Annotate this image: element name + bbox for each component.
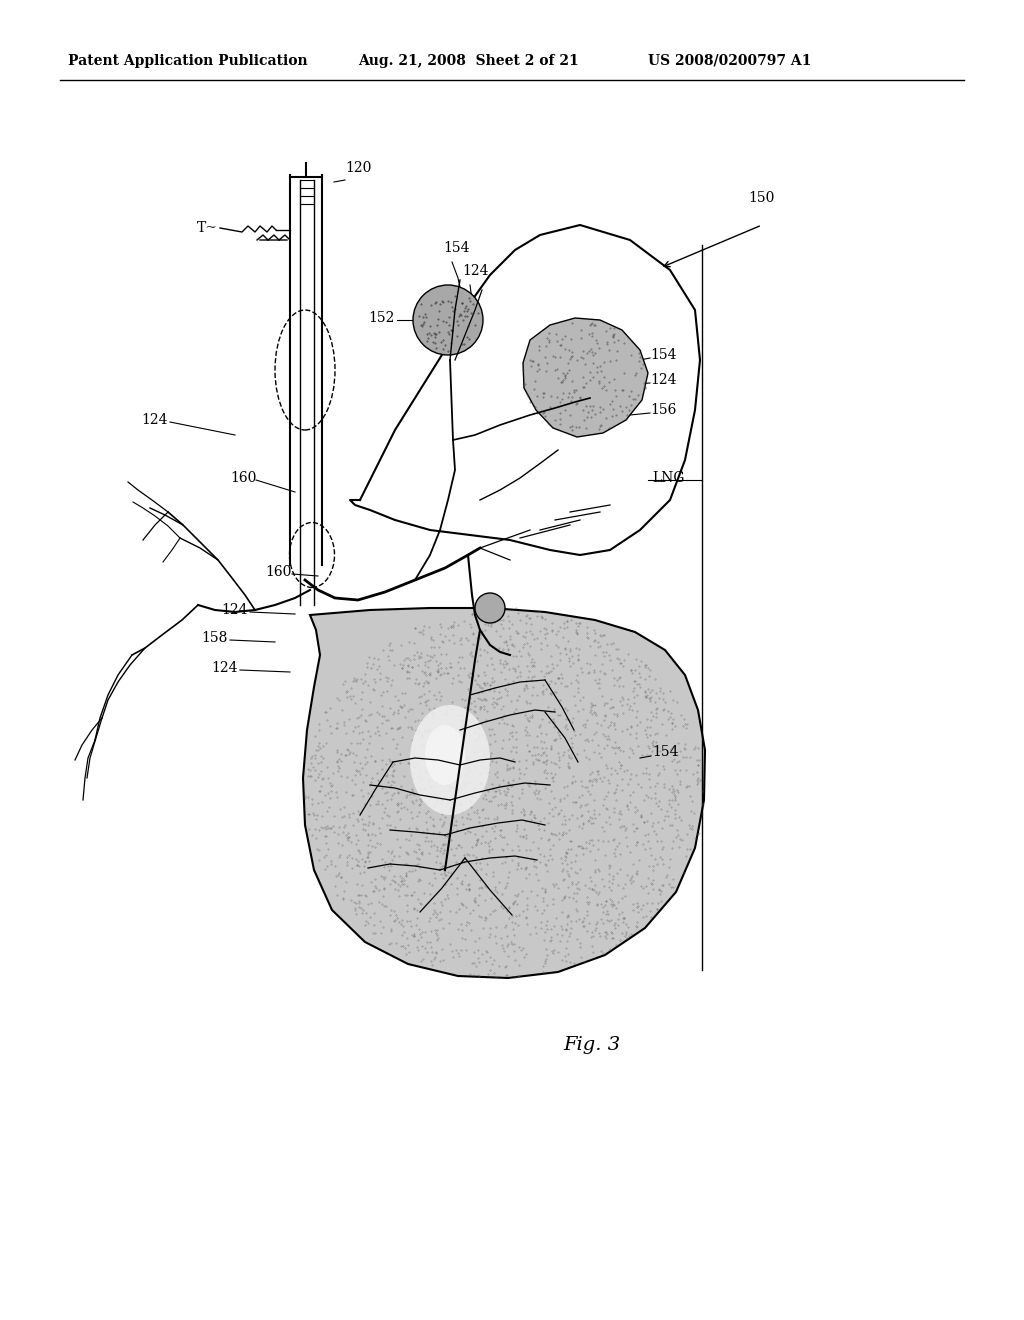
Text: 124: 124 (650, 374, 677, 387)
Text: 158: 158 (202, 631, 228, 645)
Circle shape (475, 593, 505, 623)
Text: 124: 124 (212, 661, 238, 675)
Ellipse shape (410, 705, 490, 814)
Text: Aug. 21, 2008  Sheet 2 of 21: Aug. 21, 2008 Sheet 2 of 21 (358, 54, 579, 69)
Text: Fig. 3: Fig. 3 (563, 1036, 621, 1053)
Circle shape (413, 285, 483, 355)
Text: 124: 124 (221, 603, 248, 616)
Text: 124: 124 (462, 264, 488, 279)
Text: 150: 150 (748, 191, 774, 205)
Text: T~: T~ (198, 220, 218, 235)
Text: 156: 156 (650, 403, 677, 417)
Text: 124: 124 (141, 413, 168, 426)
Text: Patent Application Publication: Patent Application Publication (68, 54, 307, 69)
Text: 152: 152 (369, 312, 395, 325)
Polygon shape (303, 609, 705, 978)
Text: 160: 160 (230, 471, 256, 484)
Text: 154: 154 (650, 348, 677, 362)
Polygon shape (523, 318, 648, 437)
Text: 160: 160 (265, 565, 292, 579)
Text: US 2008/0200797 A1: US 2008/0200797 A1 (648, 54, 811, 69)
Text: LNG: LNG (652, 471, 684, 484)
Text: 120: 120 (345, 161, 372, 176)
Ellipse shape (425, 725, 465, 785)
Text: 154: 154 (443, 242, 469, 255)
Text: 154: 154 (652, 744, 679, 759)
